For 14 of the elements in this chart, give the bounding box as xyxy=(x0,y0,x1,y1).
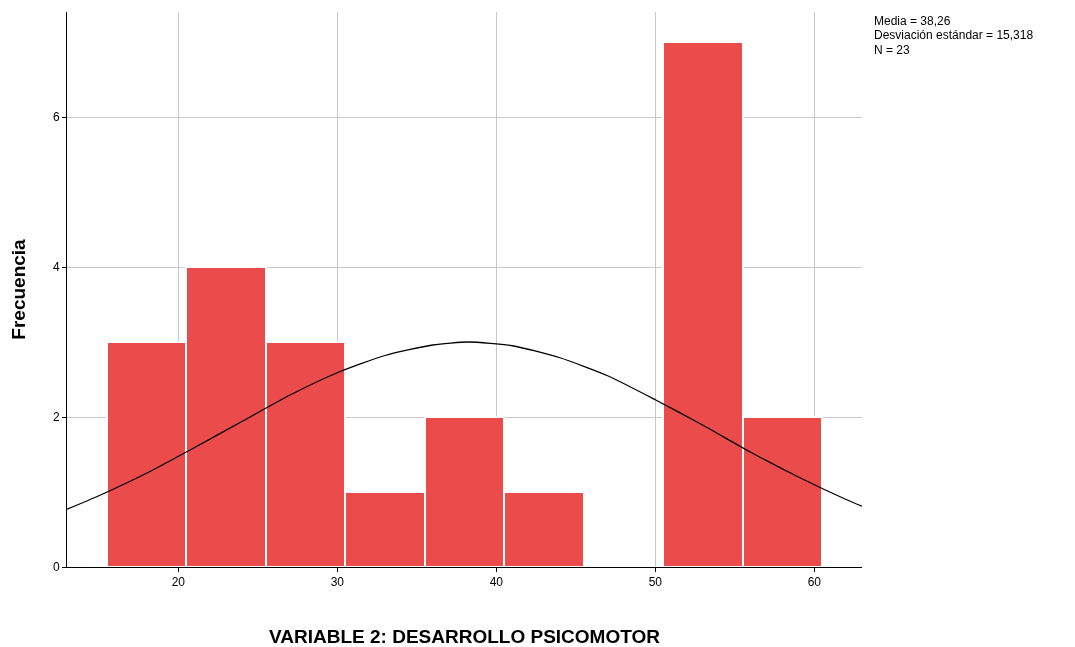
y-tick-label: 6 xyxy=(52,110,60,125)
x-tick-label: 30 xyxy=(330,575,345,590)
y-tick-label: 0 xyxy=(52,560,60,575)
y-tick-label: 2 xyxy=(52,410,60,425)
x-tick-label: 60 xyxy=(807,575,822,590)
y-axis-title: Frecuencia xyxy=(7,238,29,340)
x-tick-label: 50 xyxy=(648,575,663,590)
text: Desviación estándar = 15,318 xyxy=(874,28,1034,42)
x-tick-label: 20 xyxy=(171,575,186,590)
x-tick-label: 40 xyxy=(489,575,504,590)
y-tick-label: 4 xyxy=(52,260,60,275)
text: N = 23 xyxy=(874,43,911,57)
text: Media = 38,26 xyxy=(874,14,951,28)
x-axis-title: VARIABLE 2: DESARROLLO PSICOMOTOR xyxy=(269,626,661,647)
